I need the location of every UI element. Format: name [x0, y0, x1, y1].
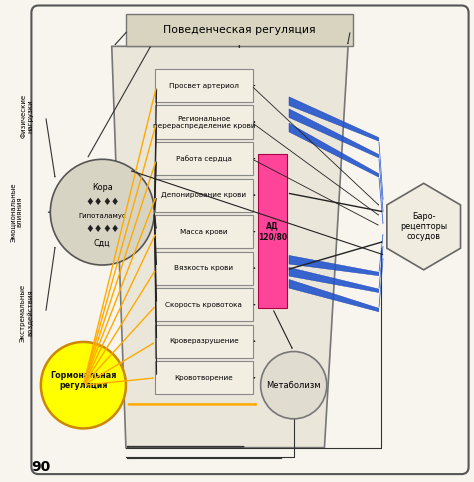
Text: Сдц: Сдц — [94, 239, 110, 248]
Text: Региональное
перераспределение крови: Региональное перераспределение крови — [153, 116, 255, 129]
Circle shape — [261, 351, 327, 419]
FancyBboxPatch shape — [31, 5, 469, 474]
Text: Баро-
рецепторы
сосудов: Баро- рецепторы сосудов — [400, 212, 447, 241]
Text: Депонирование крови: Депонирование крови — [161, 192, 246, 198]
Text: Вязкость крови: Вязкость крови — [174, 265, 234, 271]
Circle shape — [41, 342, 126, 428]
FancyBboxPatch shape — [155, 324, 253, 358]
Text: АД
120/80: АД 120/80 — [258, 222, 287, 241]
FancyBboxPatch shape — [126, 13, 353, 46]
Text: ♦♦: ♦♦ — [102, 224, 119, 234]
FancyBboxPatch shape — [155, 361, 253, 394]
FancyBboxPatch shape — [155, 252, 253, 285]
Text: Эмоциональные
влияния: Эмоциональные влияния — [9, 182, 22, 242]
Text: Гормональная
регуляция: Гормональная регуляция — [50, 371, 117, 390]
Polygon shape — [289, 97, 379, 141]
Text: 90: 90 — [31, 460, 51, 474]
Text: Масса крови: Масса крови — [180, 228, 228, 235]
Text: Поведенческая регуляция: Поведенческая регуляция — [163, 25, 316, 35]
FancyBboxPatch shape — [258, 155, 287, 308]
Text: Экстремальные
воздействия: Экстремальные воздействия — [20, 284, 34, 342]
Text: ♦♦: ♦♦ — [85, 224, 102, 234]
Text: Скорость кровотока: Скорость кровотока — [165, 302, 242, 308]
Polygon shape — [112, 46, 348, 448]
Text: Кроверазрушение: Кроверазрушение — [169, 338, 239, 344]
Polygon shape — [289, 255, 379, 276]
Text: ♦♦: ♦♦ — [102, 197, 119, 207]
Text: Кора: Кора — [92, 183, 113, 192]
Polygon shape — [289, 268, 379, 293]
Text: Просвет артериол: Просвет артериол — [169, 82, 239, 89]
FancyBboxPatch shape — [155, 288, 253, 321]
FancyBboxPatch shape — [155, 215, 253, 248]
Text: Работа сердца: Работа сердца — [176, 155, 232, 162]
Polygon shape — [387, 183, 461, 270]
FancyBboxPatch shape — [155, 69, 253, 102]
FancyBboxPatch shape — [155, 106, 253, 139]
FancyBboxPatch shape — [155, 142, 253, 175]
Polygon shape — [289, 109, 379, 158]
FancyBboxPatch shape — [155, 178, 253, 212]
Text: Гипоталамус: Гипоталамус — [78, 213, 126, 219]
Polygon shape — [289, 123, 379, 177]
Circle shape — [50, 159, 155, 265]
Text: Физические
нагрузки: Физические нагрузки — [20, 94, 33, 138]
Text: Метаболизм: Метаболизм — [266, 381, 321, 389]
Polygon shape — [289, 280, 379, 312]
Text: Кровотворение: Кровотворение — [174, 375, 233, 381]
Text: ♦♦: ♦♦ — [85, 197, 102, 207]
